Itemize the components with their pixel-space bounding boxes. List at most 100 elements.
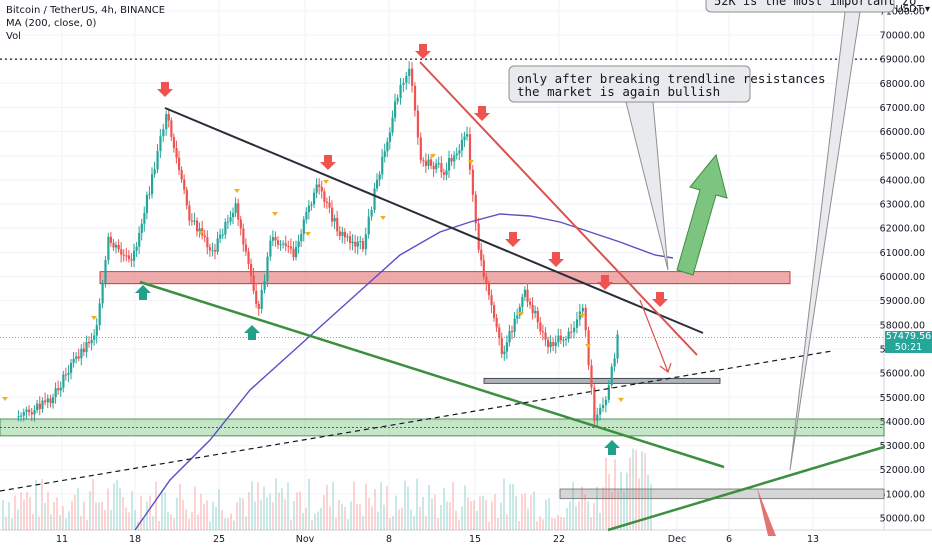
- descending-trendline-black[interactable]: [164, 107, 704, 334]
- volume-bar: [536, 521, 538, 530]
- ma-200-line[interactable]: [134, 213, 674, 531]
- volume-bar: [410, 509, 412, 530]
- bar-countdown: 50:21: [894, 342, 923, 353]
- candle-body: [466, 134, 469, 137]
- volume-bar: [284, 499, 286, 530]
- volume-bar: [101, 501, 103, 530]
- volume-bar: [632, 448, 634, 530]
- candle-body: [391, 117, 394, 133]
- volume-bar: [263, 486, 265, 530]
- volume-bar: [209, 521, 211, 530]
- volume-bar: [20, 492, 22, 530]
- descending-trendline-red[interactable]: [419, 61, 698, 356]
- resistance-zone[interactable]: [99, 271, 791, 285]
- volume-bar: [23, 499, 25, 530]
- volume-bar: [62, 506, 64, 530]
- candle-body: [28, 409, 31, 413]
- time-tick-label: Dec: [668, 534, 686, 545]
- pivot-marker: [579, 314, 585, 318]
- volume-bar: [440, 505, 442, 530]
- down-arrow-marker: [505, 232, 521, 247]
- candle-body: [85, 342, 88, 352]
- bullish-arrow[interactable]: [676, 153, 728, 276]
- volume-bar: [428, 484, 430, 530]
- candle-body: [302, 219, 305, 234]
- volume-bar: [569, 501, 571, 530]
- candle-body: [130, 259, 133, 261]
- down-arrow-marker: [320, 155, 336, 170]
- volume-bar: [44, 503, 46, 530]
- volume-bar: [239, 497, 241, 530]
- candle-body: [442, 172, 446, 175]
- volume-bar: [500, 502, 502, 530]
- lower-zone[interactable]: [559, 488, 885, 500]
- candle-body: [323, 191, 326, 202]
- volume-bar: [305, 507, 307, 530]
- candle-body: [346, 236, 349, 238]
- candle-body: [162, 129, 165, 137]
- volume-bar: [8, 502, 10, 530]
- candle-body: [396, 97, 399, 102]
- volume-bar: [221, 509, 223, 530]
- lower-trendline-green[interactable]: [139, 280, 725, 469]
- candle-body: [38, 403, 41, 410]
- symbol-label[interactable]: Bitcoin / TetherUS, 4h, BINANCE: [6, 5, 166, 16]
- volume-bar: [257, 482, 259, 530]
- volume-bar: [482, 495, 484, 530]
- volume-indicator-label[interactable]: Vol: [6, 31, 21, 42]
- volume-bar: [599, 512, 601, 530]
- candle-body: [424, 160, 428, 166]
- volume-bar: [581, 486, 583, 530]
- volume-bar: [35, 479, 37, 530]
- currency-unit-selector[interactable]: USDT ▾: [895, 4, 930, 15]
- candle-body: [411, 68, 414, 86]
- time-tick-label: Nov: [296, 534, 315, 545]
- projection-arrow: [639, 299, 672, 373]
- volume-bar: [83, 501, 85, 530]
- ma-indicator-label[interactable]: MA (200, close, 0): [6, 18, 97, 29]
- candle-body: [523, 289, 527, 297]
- time-tick-label: 11: [56, 534, 68, 545]
- candle-body: [604, 399, 608, 406]
- current-price-value: 57479.56: [885, 331, 932, 342]
- volume-bar: [584, 494, 586, 530]
- candle-body: [359, 241, 362, 243]
- volume-bar: [518, 521, 520, 530]
- volume-bar: [68, 511, 70, 530]
- candle-body: [516, 315, 519, 319]
- volume-bar: [176, 497, 178, 530]
- volume-bar: [266, 497, 268, 530]
- candle-body: [450, 157, 453, 162]
- volume-bar: [341, 503, 343, 530]
- volume-bar: [416, 478, 418, 530]
- candle-body: [536, 310, 539, 323]
- volume-bar: [53, 501, 55, 530]
- support-line-box[interactable]: [483, 377, 721, 384]
- candle-body: [175, 148, 178, 158]
- volume-bar: [26, 491, 28, 530]
- candle-body: [616, 334, 619, 359]
- volume-bar: [527, 508, 529, 530]
- trendline-note[interactable]: only after breaking trendline resistance…: [517, 72, 826, 98]
- volume-bar: [641, 451, 643, 530]
- price-tick-label: 68000.00: [880, 79, 925, 90]
- volume-bar: [530, 495, 532, 530]
- candle-body: [343, 231, 347, 238]
- volume-bar: [260, 499, 262, 530]
- candle-body: [211, 250, 214, 252]
- candle-body: [183, 179, 186, 190]
- top-note-box[interactable]: [705, 0, 895, 13]
- rising-trendline-green[interactable]: [607, 445, 885, 532]
- volume-bar: [644, 452, 646, 530]
- up-arrow-marker: [244, 325, 260, 340]
- candle-body: [474, 194, 477, 224]
- top-note[interactable]: 52K is the most important zo: [714, 0, 916, 8]
- dashed-trendline[interactable]: [0, 350, 833, 492]
- price-tick-label: 61000.00: [880, 248, 925, 259]
- time-tick-label: 6: [726, 534, 732, 545]
- candle-body: [219, 234, 222, 239]
- volume-bar: [143, 517, 145, 530]
- candle-body: [381, 156, 384, 175]
